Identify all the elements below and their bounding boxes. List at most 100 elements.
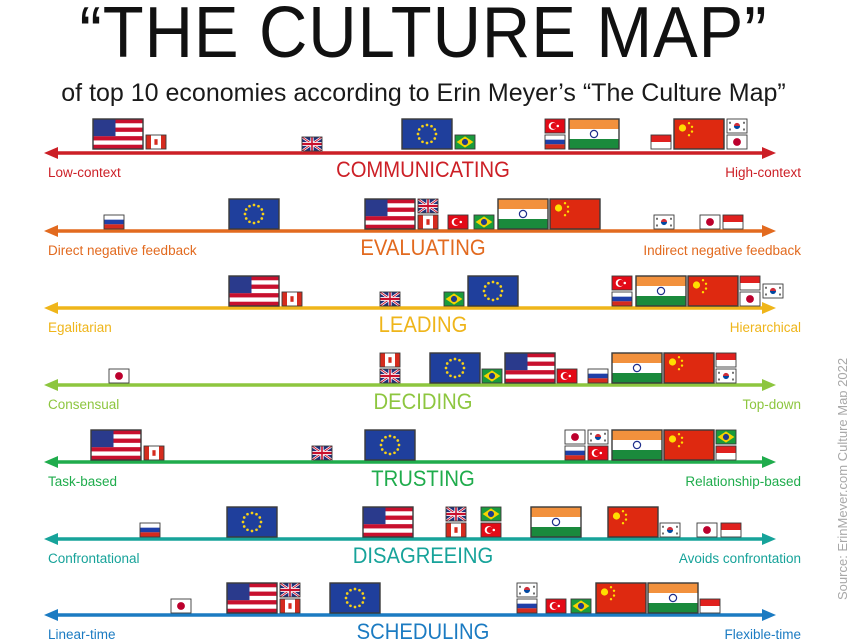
flag-indonesia-icon <box>699 598 721 614</box>
flag-eu-icon <box>364 429 416 461</box>
flag-japan-icon <box>726 134 748 150</box>
scheduling-scale-arrow <box>44 609 776 621</box>
flag-russia-icon <box>139 522 161 538</box>
flag-canada-icon <box>379 352 401 368</box>
flag-japan-icon <box>699 214 721 230</box>
flag-brazil-icon <box>443 291 465 307</box>
flag-russia-icon <box>103 214 125 230</box>
flag-canada-icon <box>279 598 301 614</box>
trusting-right-label: Relationship-based <box>685 474 801 489</box>
evaluating-right-label: Indirect negative feedback <box>643 243 801 258</box>
flag-south-korea-icon <box>587 429 609 445</box>
flag-brazil-icon <box>570 598 592 614</box>
flag-china-icon <box>595 582 647 614</box>
scheduling-right-label: Flexible-time <box>724 627 801 642</box>
flag-turkey-icon <box>480 522 502 538</box>
communicating-right-label: High-context <box>725 165 801 180</box>
disagreeing-scale-arrow <box>44 533 776 545</box>
flag-uk-icon <box>279 581 301 599</box>
flag-uk-icon <box>311 444 333 462</box>
flag-south-korea-icon <box>762 283 784 299</box>
flag-canada-icon <box>281 291 303 307</box>
flag-eu-icon <box>228 198 280 230</box>
flag-eu-icon <box>429 352 481 384</box>
flag-indonesia-icon <box>720 522 742 538</box>
trusting-scale-title: TRUSTING <box>371 467 474 491</box>
flag-canada-icon <box>145 134 167 150</box>
flag-japan-icon <box>170 598 192 614</box>
flag-china-icon <box>687 275 739 307</box>
flag-turkey-icon <box>556 368 578 384</box>
page-subtitle: of top 10 economies according to Erin Me… <box>61 79 786 107</box>
source-credit: Source: ErinMeyer.com Culture Map 2022 <box>835 357 847 600</box>
flag-south-korea-icon <box>726 118 748 134</box>
deciding-scale-arrow <box>44 379 776 391</box>
flag-brazil-icon <box>715 429 737 445</box>
flag-japan-icon <box>739 291 761 307</box>
flag-indonesia-icon <box>722 214 744 230</box>
flag-china-icon <box>663 352 715 384</box>
flag-turkey-icon <box>447 214 469 230</box>
flag-usa-icon <box>92 118 144 150</box>
trusting-left-label: Task-based <box>48 474 117 489</box>
flag-usa-icon <box>504 352 556 384</box>
deciding-scale-title: DECIDING <box>374 390 473 414</box>
flag-india-icon <box>530 506 582 538</box>
flag-russia-icon <box>544 134 566 150</box>
flag-uk-icon <box>379 290 401 308</box>
leading-scale-title: LEADING <box>379 313 468 337</box>
flag-brazil-icon <box>481 368 503 384</box>
flag-china-icon <box>673 118 725 150</box>
scheduling-left-label: Linear-time <box>48 627 116 642</box>
flag-india-icon <box>647 582 699 614</box>
flag-india-icon <box>497 198 549 230</box>
flag-eu-icon <box>467 275 519 307</box>
flag-uk-icon <box>417 197 439 215</box>
flag-russia-icon <box>516 598 538 614</box>
disagreeing-scale-title: DISAGREEING <box>353 544 493 568</box>
flag-russia-icon <box>587 368 609 384</box>
leading-right-label: Hierarchical <box>730 320 801 335</box>
flag-brazil-icon <box>454 134 476 150</box>
flag-uk-icon <box>301 135 323 153</box>
flag-india-icon <box>611 429 663 461</box>
flag-usa-icon <box>228 275 280 307</box>
disagreeing-right-label: Avoids confrontation <box>679 551 801 566</box>
evaluating-scale-arrow <box>44 225 776 237</box>
flag-canada-icon <box>445 522 467 538</box>
flag-china-icon <box>663 429 715 461</box>
leading-scale-arrow <box>44 302 776 314</box>
communicating-scale-arrow <box>44 147 776 159</box>
flag-india-icon <box>568 118 620 150</box>
flag-japan-icon <box>564 429 586 445</box>
flag-usa-icon <box>362 506 414 538</box>
disagreeing-left-label: Confrontational <box>48 551 140 566</box>
flag-china-icon <box>549 198 601 230</box>
evaluating-scale-title: EVALUATING <box>360 236 485 260</box>
flag-turkey-icon <box>545 598 567 614</box>
flag-canada-icon <box>143 445 165 461</box>
flag-indonesia-icon <box>715 352 737 368</box>
evaluating-left-label: Direct negative feedback <box>48 243 197 258</box>
flag-brazil-icon <box>480 506 502 522</box>
flag-indonesia-icon <box>739 275 761 291</box>
flag-uk-icon <box>445 505 467 523</box>
flag-usa-icon <box>226 582 278 614</box>
flag-eu-icon <box>226 506 278 538</box>
flag-japan-icon <box>696 522 718 538</box>
flag-china-icon <box>607 506 659 538</box>
flag-south-korea-icon <box>715 368 737 384</box>
flag-uk-icon <box>379 367 401 385</box>
leading-left-label: Egalitarian <box>48 320 112 335</box>
flag-south-korea-icon <box>659 522 681 538</box>
flag-turkey-icon <box>611 275 633 291</box>
deciding-right-label: Top-down <box>742 397 801 412</box>
flag-russia-icon <box>564 445 586 461</box>
flag-brazil-icon <box>473 214 495 230</box>
page-title: “THE CULTURE MAP” <box>79 0 768 73</box>
trusting-scale-arrow <box>44 456 776 468</box>
flag-turkey-icon <box>587 445 609 461</box>
flag-eu-icon <box>329 582 381 614</box>
flag-india-icon <box>635 275 687 307</box>
